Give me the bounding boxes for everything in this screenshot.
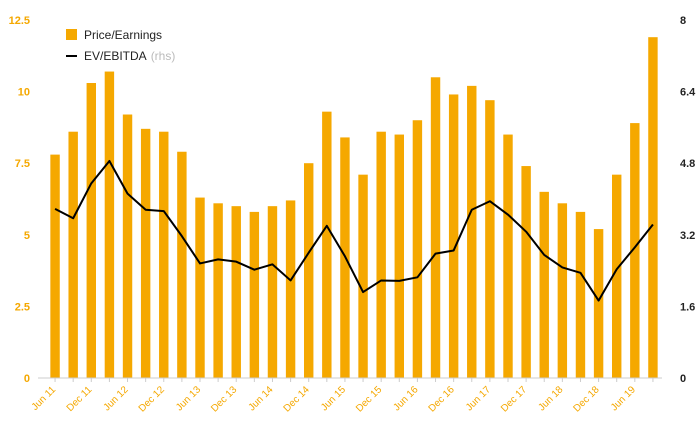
bar-price-earnings: [213, 203, 223, 378]
bar-price-earnings: [557, 203, 568, 378]
legend-label-ev-ebitda-name: EV/EBITDA: [84, 49, 147, 63]
x-tick-label: Dec 11: [65, 384, 95, 414]
bar-price-earnings: [140, 128, 151, 378]
x-tick-label: Dec 13: [209, 384, 239, 414]
line-layer: [54, 159, 654, 302]
x-tick-label: Jun 14: [247, 384, 276, 413]
x-tick-label: Jun 17: [464, 384, 493, 413]
x-tick-label: Dec 17: [499, 384, 529, 414]
bar-price-earnings: [430, 77, 441, 378]
bar-price-earnings: [485, 100, 495, 378]
bar-price-earnings: [448, 94, 459, 379]
x-tick-label: Jun 12: [102, 384, 131, 413]
bar-price-earnings: [593, 229, 604, 378]
bar-price-earnings: [575, 211, 586, 378]
bar-price-earnings: [50, 154, 60, 378]
bar-price-earnings: [394, 134, 404, 378]
y-tick-left: 10: [18, 87, 30, 99]
line-ev-ebitda: [54, 159, 654, 302]
x-tick-label: Jun 16: [392, 384, 421, 413]
bar-price-earnings: [467, 85, 477, 379]
bar-price-earnings: [68, 131, 78, 378]
legend-swatch-price-earnings: [66, 29, 77, 40]
bar-price-earnings: [267, 206, 278, 378]
bar-price-earnings: [249, 211, 260, 378]
bars-layer: [50, 37, 658, 379]
bar-price-earnings: [122, 114, 133, 378]
bar-price-earnings: [630, 123, 640, 378]
legend-label-ev-ebitda-suffix: (rhs): [151, 49, 176, 63]
bar-price-earnings: [304, 163, 314, 378]
bar-price-earnings: [231, 206, 241, 378]
bar-price-earnings: [503, 134, 513, 378]
bar-price-earnings: [322, 111, 332, 379]
y-tick-left: 0: [24, 373, 30, 385]
bar-price-earnings: [159, 131, 169, 378]
y-tick-right: 6.4: [680, 87, 696, 99]
x-tick-label: Dec 14: [282, 384, 312, 414]
legend-label-price-earnings: Price/Earnings: [84, 28, 162, 42]
bar-price-earnings: [195, 197, 205, 378]
bar-price-earnings: [612, 174, 622, 378]
y-tick-right: 0: [680, 373, 686, 385]
y-tick-right: 1.6: [680, 301, 695, 313]
bar-price-earnings: [376, 131, 386, 378]
legend-label-ev-ebitda: EV/EBITDA (rhs): [84, 49, 175, 63]
bar-price-earnings: [648, 37, 658, 379]
y-tick-right: 3.2: [680, 230, 695, 242]
x-tick-label: Jun 19: [609, 384, 638, 413]
bar-price-earnings: [86, 83, 96, 378]
y-tick-right: 8: [680, 15, 686, 27]
bar-price-earnings: [412, 120, 423, 379]
x-tick-label: Jun 13: [174, 384, 203, 413]
y-tick-left: 7.5: [15, 158, 30, 170]
x-tick-label: Dec 15: [354, 384, 384, 414]
y-tick-left: 12.5: [9, 15, 30, 27]
x-tick-label: Jun 18: [536, 384, 565, 413]
bar-price-earnings: [539, 191, 549, 378]
bar-price-earnings: [177, 151, 187, 378]
bar-price-earnings: [104, 71, 115, 379]
bar-price-earnings: [521, 166, 531, 378]
legend: Price/Earnings EV/EBITDA (rhs): [66, 28, 175, 63]
x-tick-label: Dec 18: [572, 384, 602, 414]
bar-price-earnings: [285, 200, 296, 378]
x-tick-label: Dec 12: [137, 384, 167, 414]
y-tick-left: 2.5: [15, 301, 30, 313]
x-tick-label: Dec 16: [427, 384, 457, 414]
x-tick-label: Jun 11: [30, 384, 59, 413]
bar-price-earnings: [358, 174, 368, 378]
x-tick-label: Jun 15: [319, 384, 348, 413]
y-tick-right: 4.8: [680, 158, 695, 170]
y-tick-left: 5: [24, 230, 30, 242]
